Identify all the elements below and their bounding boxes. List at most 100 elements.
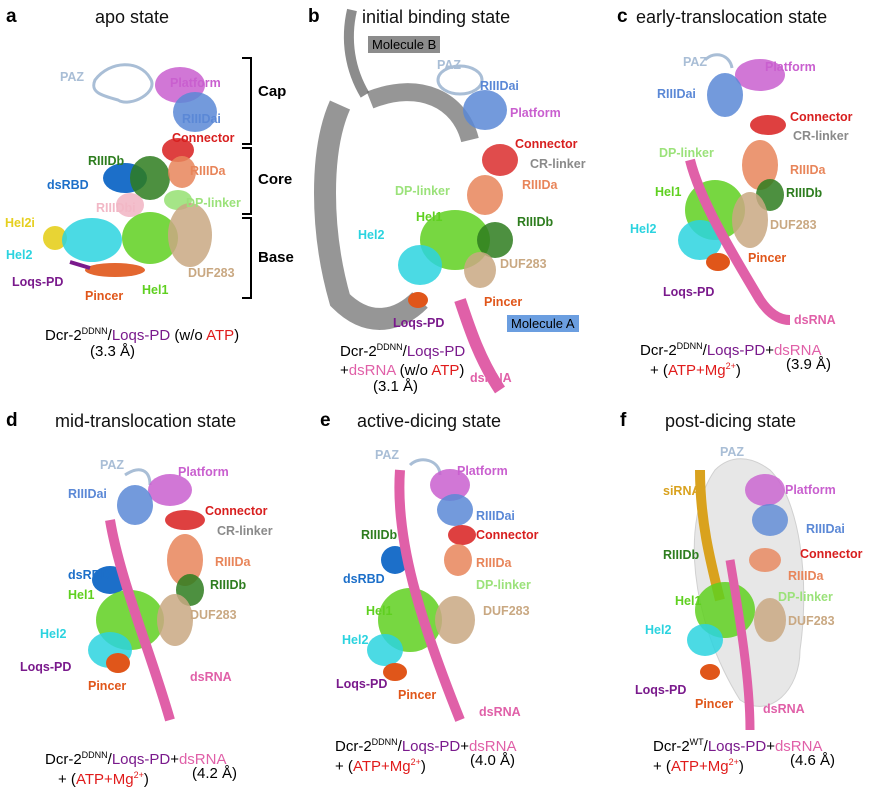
caption-f-line2: + (ATP+Mg2+): [653, 757, 744, 775]
panel-letter-a: a: [6, 6, 17, 27]
label-connector: Connector: [515, 137, 578, 151]
label-connector: Connector: [800, 547, 863, 561]
label-paz: PAZ: [60, 70, 85, 84]
label-loqs-pd: Loqs-PD: [336, 677, 388, 691]
label-pincer: Pincer: [484, 295, 523, 309]
label-dp-linker: DP-linker: [476, 578, 531, 592]
label-dsrna: dsRNA: [763, 702, 805, 716]
label-pincer: Pincer: [748, 251, 787, 265]
structure-a: [43, 63, 217, 277]
label-dsrbd: dsRBD: [68, 568, 110, 582]
label-connector: Connector: [172, 131, 235, 145]
label-riiidai: RIIIDai: [480, 79, 519, 93]
label-duf283: DUF283: [500, 257, 547, 271]
caption-e: Dcr-2DDNN/Loqs-PD+dsRNA: [335, 737, 517, 755]
label-platform: Platform: [170, 76, 221, 90]
panel-letter-e: e: [320, 410, 331, 431]
panel-title-d: mid-translocation state: [55, 411, 237, 431]
panel-letter-d: d: [6, 410, 18, 431]
label-riiidb: RIIIDb: [88, 154, 125, 168]
label-pincer: Pincer: [398, 688, 437, 702]
caption-c: Dcr-2DDNN/Loqs-PD+dsRNA: [640, 341, 822, 359]
caption-f: Dcr-2WT/Loqs-PD+dsRNA: [653, 737, 823, 755]
bracket-label-base: Base: [258, 249, 294, 266]
bracket-label-core: Core: [258, 171, 293, 188]
label-paz: PAZ: [683, 55, 708, 69]
label-riiidb: RIIIDb: [210, 578, 247, 592]
label-hel1: Hel1: [142, 283, 169, 297]
label-platform: Platform: [510, 106, 561, 120]
label-loqs-pd: Loqs-PD: [635, 683, 687, 697]
structure-b: [314, 8, 518, 394]
label-riiidb: RIIIDb: [361, 528, 398, 542]
label-hel2i: Hel2i: [5, 216, 35, 230]
resolution-f: (4.6 Å): [790, 752, 836, 769]
label-hel1: Hel1: [675, 594, 702, 608]
caption-d-line2: + (ATP+Mg2+): [58, 770, 149, 788]
label-hel2: Hel2: [630, 222, 657, 236]
panel-letter-f: f: [620, 410, 627, 431]
label-paz: PAZ: [375, 448, 400, 462]
label-dp-linker: DP-linker: [659, 146, 714, 160]
label-hel1: Hel1: [655, 185, 682, 199]
label-connector: Connector: [205, 504, 268, 518]
label-riiida: RIIIDa: [476, 556, 512, 570]
label-dsrna: dsRNA: [794, 313, 836, 327]
label-hel2: Hel2: [342, 633, 369, 647]
label-riiidb: RIIIDb: [786, 186, 823, 200]
panel-title-e: active-dicing state: [357, 411, 502, 431]
label-dsrna: dsRNA: [479, 705, 521, 719]
label-riiida: RIIIDa: [788, 569, 824, 583]
label-riiidbi: RIIIDbi: [96, 201, 136, 215]
label-connector: Connector: [790, 110, 853, 124]
label-dsrna: dsRNA: [470, 371, 512, 385]
label-platform: Platform: [178, 465, 229, 479]
label-pincer: Pincer: [88, 679, 127, 693]
label-riiida: RIIIDa: [190, 164, 226, 178]
label-hel1: Hel1: [416, 210, 443, 224]
resolution-b: (3.1 Å): [373, 378, 419, 395]
label-riiida: RIIIDa: [215, 555, 251, 569]
label-cr-linker: CR-linker: [217, 524, 273, 538]
label-pincer: Pincer: [85, 289, 124, 303]
label-sirna: siRNA: [663, 484, 701, 498]
panel-title-c: early-translocation state: [636, 7, 828, 27]
label-duf283: DUF283: [188, 266, 235, 280]
resolution-d: (4.2 Å): [192, 765, 238, 782]
caption-e-line2: + (ATP+Mg2+): [335, 757, 426, 775]
label-loqs-pd: Loqs-PD: [12, 275, 64, 289]
structure-f: [687, 458, 805, 731]
label-loqs-pd: Loqs-PD: [663, 285, 715, 299]
caption-a: Dcr-2DDNN/Loqs-PD (w/o ATP): [45, 326, 240, 344]
panel-title-a: apo state: [95, 7, 170, 27]
label-riiidb: RIIIDb: [663, 548, 700, 562]
label-riiida: RIIIDa: [522, 178, 558, 192]
label-duf283: DUF283: [483, 604, 530, 618]
caption-c-line2: + (ATP+Mg2+): [650, 361, 741, 379]
label-dsrbd: dsRBD: [343, 572, 385, 586]
label-loqs-pd: Loqs-PD: [20, 660, 72, 674]
molecule-a-label: Molecule A: [507, 315, 579, 332]
molecule-b-label: Molecule B: [368, 36, 441, 53]
bracket-cap: [242, 57, 252, 145]
label-riiidai: RIIIDai: [182, 112, 221, 126]
label-dsrna: dsRNA: [190, 670, 232, 684]
label-connector: Connector: [476, 528, 539, 542]
label-paz: PAZ: [437, 58, 462, 72]
label-paz: PAZ: [720, 445, 745, 459]
label-dsrbd: dsRBD: [47, 178, 89, 192]
label-loqs-pd: Loqs-PD: [393, 316, 445, 330]
label-cr-linker: CR-linker: [530, 157, 586, 171]
label-hel1: Hel1: [366, 604, 393, 618]
structure-c: [678, 53, 791, 325]
label-paz: PAZ: [100, 458, 125, 472]
panel-title-b: initial binding state: [362, 7, 511, 27]
bracket-core: [242, 147, 252, 215]
label-platform: Platform: [765, 60, 816, 74]
label-pincer: Pincer: [695, 697, 734, 711]
label-riiidai: RIIIDai: [68, 487, 107, 501]
label-duf283: DUF283: [770, 218, 817, 232]
label-riiidai: RIIIDai: [657, 87, 696, 101]
label-hel2: Hel2: [645, 623, 672, 637]
